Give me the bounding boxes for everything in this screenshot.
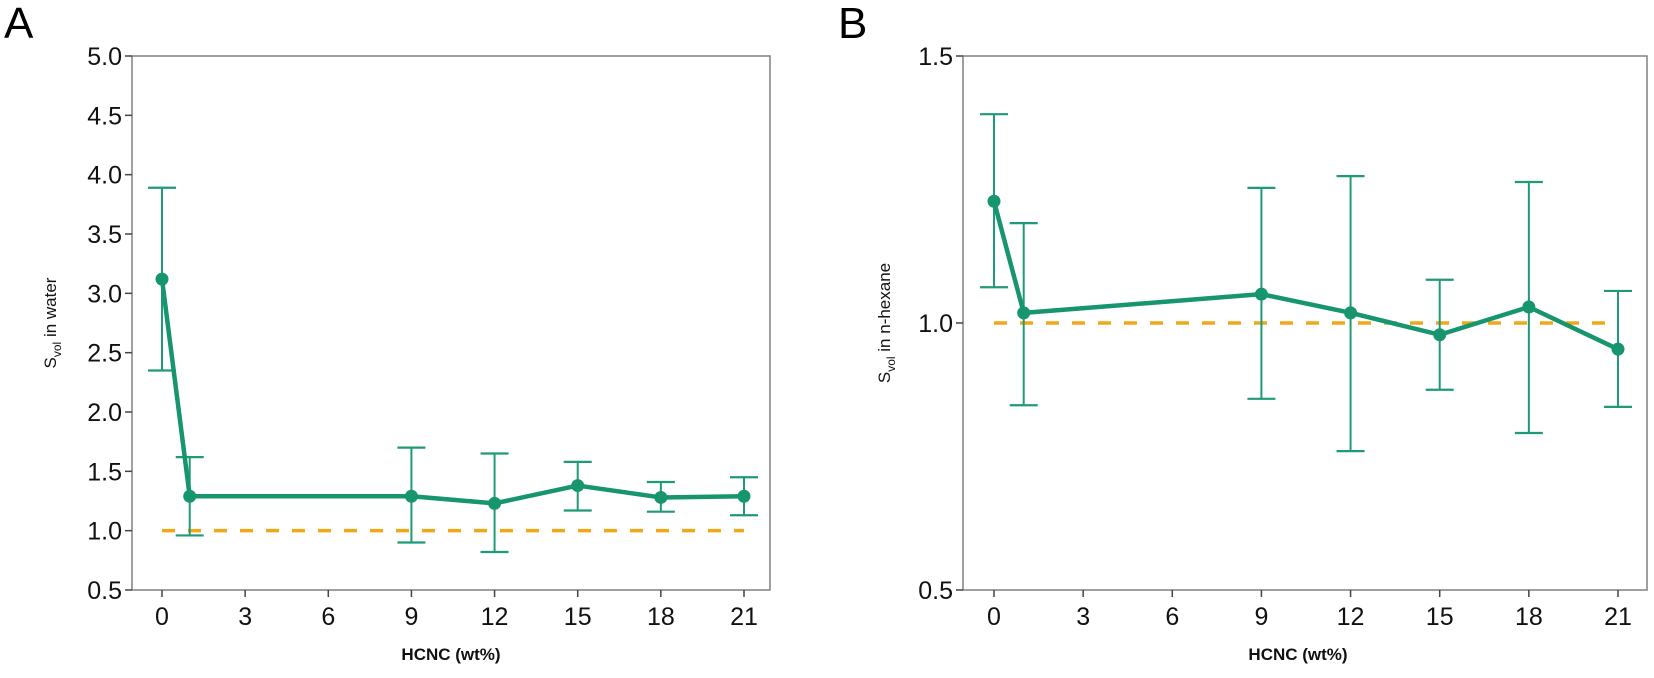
data-point [1522,300,1536,314]
y-tick-label: 0.5 [918,577,953,605]
data-point [987,194,1001,208]
data-point [654,490,668,504]
x-ticks-b: 0 3 6 9 12 15 18 21 [987,590,1632,631]
data-point [1344,306,1358,320]
marks-b [980,113,1632,453]
y-axis-title-main: S [875,372,894,383]
x-tick-label: 15 [1426,603,1454,631]
panel-a: A 0.5 1.0 1.5 2.0 2.5 3.0 3.5 4.0 4.5 5.0 0 3 6 9 12 1… [4,0,771,664]
x-tick-label: 9 [1254,603,1268,631]
x-tick-label: 12 [481,603,509,631]
y-tick-label: 1.5 [918,43,953,71]
y-tick-label: 0.5 [87,577,122,605]
panel-label-a: A [4,0,34,48]
x-axis-title-b: HCNC (wt%) [1248,645,1347,664]
y-tick-label: 5.0 [87,43,122,71]
x-tick-label: 21 [730,603,758,631]
x-tick-label: 3 [1076,603,1090,631]
data-point [1254,287,1268,301]
x-tick-label: 15 [564,603,592,631]
panel-label-b: B [838,0,867,48]
y-tick-label: 1.0 [87,518,122,546]
x-axis-title-a: HCNC (wt%) [401,645,500,664]
y-tick-label: 3.0 [87,280,122,308]
x-tick-label: 18 [647,603,675,631]
y-tick-label: 4.0 [87,162,122,190]
y-tick-label: 3.5 [87,221,122,249]
y-tick-label: 1.0 [918,310,953,338]
y-axis-title-main: S [41,357,60,368]
data-point [571,479,585,493]
x-tick-label: 3 [238,603,252,631]
x-tick-label: 0 [987,603,1001,631]
x-tick-label: 21 [1604,603,1632,631]
y-tick-label: 1.5 [87,458,122,486]
panel-b: B 0.5 1.0 1.5 0 3 6 9 12 15 18 21 HCNC (wt%) Svol… [838,0,1648,664]
y-axis-title-a: Svol in water [41,277,64,368]
x-tick-label: 12 [1337,603,1365,631]
y-ticks-a: 0.5 1.0 1.5 2.0 2.5 3.0 3.5 4.0 4.5 5.0 [87,43,132,605]
y-axis-title-b: Svol in n-hexane [875,263,898,383]
x-tick-label: 18 [1515,603,1543,631]
y-ticks-b: 0.5 1.0 1.5 [918,43,963,605]
data-point [488,496,502,510]
y-tick-label: 2.0 [87,399,122,427]
data-point [155,272,169,286]
x-tick-label: 6 [321,603,335,631]
data-point [183,489,197,503]
data-point [1017,306,1031,320]
plot-frame-a [131,55,771,591]
y-axis-title-sub: vol [884,356,898,371]
x-tick-label: 0 [155,603,169,631]
data-point [1433,328,1447,342]
x-tick-label: 6 [1165,603,1179,631]
data-point [404,489,418,503]
y-axis-title-sub: vol [50,342,64,357]
x-tick-label: 9 [404,603,418,631]
y-tick-label: 2.5 [87,340,122,368]
y-axis-title-rest: in n-hexane [875,263,894,357]
series-line [159,278,745,506]
data-point [1611,342,1625,356]
x-ticks-a: 0 3 6 9 12 15 18 21 [155,590,758,631]
data-point [737,489,751,503]
series-line [991,200,1619,352]
y-tick-label: 4.5 [87,102,122,130]
marks-a [148,186,758,554]
y-axis-title-rest: in water [41,277,60,342]
